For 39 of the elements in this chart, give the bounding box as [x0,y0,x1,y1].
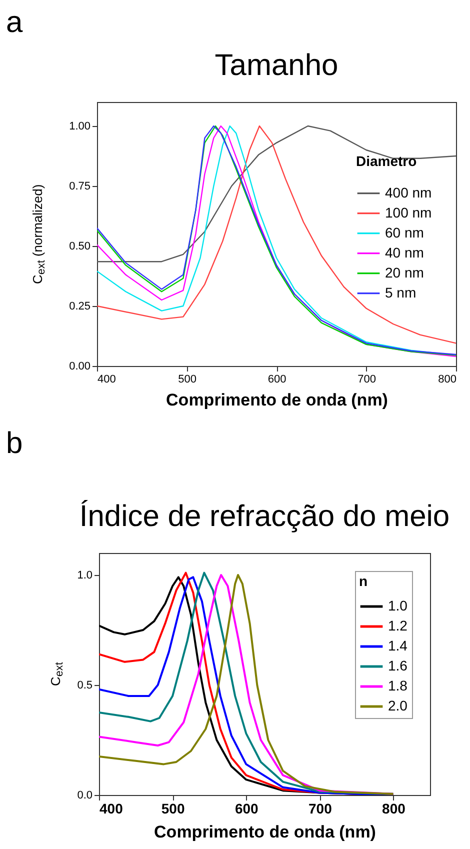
legend-label: 40 nm [385,244,424,260]
legend-label: 5 nm [385,284,416,300]
y-tick-label: 1.00 [69,120,90,132]
legend-label: 20 nm [385,264,424,280]
x-tick-label: 800 [382,800,406,816]
x-axis-title: Comprimento de onda (nm) [154,822,376,842]
x-tick-label: 600 [268,374,286,386]
y-tick-label: 1.0 [77,570,92,582]
y-tick-label: 0.25 [69,300,90,312]
x-tick-label: 700 [308,800,332,816]
x-tick-label: 700 [358,374,376,386]
y-tick-label: 0.50 [69,240,90,252]
legend-title: n [359,573,368,589]
legend-label: 100 nm [385,204,432,220]
x-axis-title: Comprimento de onda (nm) [166,390,388,410]
x-tick-label: 400 [98,374,116,386]
legend-title: Diametro [356,152,417,169]
x-tick-label: 500 [161,800,185,816]
chart-title: Índice de refracção do meio [79,499,450,533]
y-tick-label: 0.75 [69,180,90,192]
legend-label: 2.0 [388,698,408,714]
x-tick-label: 400 [100,800,124,816]
legend-label: 1.6 [388,658,408,674]
chart-title: Tamanho [214,49,338,82]
legend-label: 1.0 [388,598,408,614]
legend-label: 1.4 [388,638,408,654]
text: a [6,6,23,39]
legend-label: 1.8 [388,678,408,694]
line-series [97,125,456,262]
x-tick-label: 500 [178,374,196,386]
x-tick-label: 600 [234,800,259,816]
text: b [6,427,23,460]
legend-label: 1.2 [388,618,408,634]
legend-label: 60 nm [385,224,424,240]
legend-label: 400 nm [385,184,432,200]
y-tick-label: 0.0 [77,790,92,802]
x-tick-label: 800 [438,374,456,386]
y-tick-label: 0.00 [69,360,90,372]
y-tick-label: 0.5 [77,680,92,692]
